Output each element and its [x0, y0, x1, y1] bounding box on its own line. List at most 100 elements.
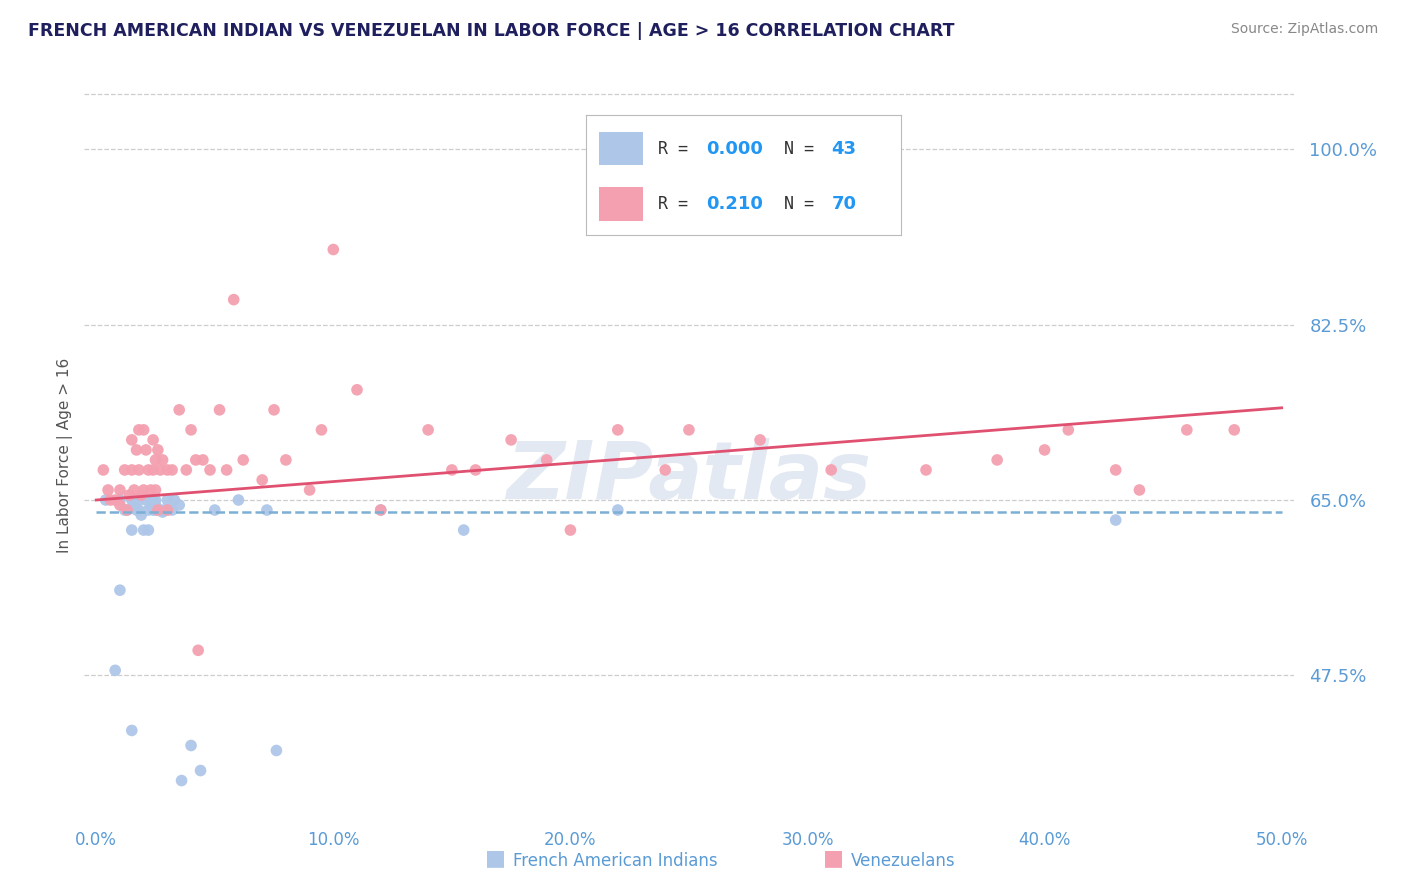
Point [128, 493, 150, 508]
Point [138, 503, 160, 517]
Text: French American Indians: French American Indians [513, 852, 718, 870]
Point [152, 453, 174, 467]
Point [156, 503, 179, 517]
Point [250, 473, 273, 487]
Point [121, 723, 143, 738]
Point [122, 498, 145, 512]
Point [91, 463, 114, 477]
Bar [599, 132, 643, 166]
Point [152, 503, 174, 517]
Point [142, 463, 165, 477]
Point [145, 483, 167, 497]
Point [1105, 513, 1128, 527]
Point [232, 453, 254, 467]
Point [128, 423, 150, 437]
Point [163, 493, 186, 508]
Text: FRENCH AMERICAN INDIAN VS VENEZUELAN IN LABOR FORCE | AGE > 16 CORRELATION CHART: FRENCH AMERICAN INDIAN VS VENEZUELAN IN … [28, 22, 955, 40]
Point [115, 503, 138, 517]
Point [215, 463, 238, 477]
Point [152, 505, 174, 519]
Point [1128, 483, 1150, 497]
Point [1105, 463, 1128, 477]
Point [606, 503, 628, 517]
Point [156, 493, 179, 508]
Point [208, 402, 231, 417]
Text: N =: N = [785, 139, 824, 158]
Point [132, 523, 155, 537]
Point [121, 523, 143, 537]
Point [108, 493, 131, 508]
Point [986, 453, 1008, 467]
Point [132, 423, 155, 437]
Point [97, 483, 120, 497]
Point [94, 493, 117, 508]
Point [114, 503, 136, 517]
Point [160, 503, 183, 517]
Point [138, 523, 160, 537]
Point [118, 488, 141, 502]
Point [606, 423, 628, 437]
Point [108, 583, 131, 598]
Point [266, 743, 288, 757]
Point [501, 433, 523, 447]
Bar [599, 187, 643, 221]
Point [145, 453, 167, 467]
Point [678, 423, 700, 437]
Point [129, 508, 152, 522]
Point [1033, 442, 1056, 457]
Point [104, 493, 127, 508]
Point [560, 523, 582, 537]
Point [100, 493, 122, 508]
Point [370, 503, 392, 517]
Point [453, 523, 475, 537]
Point [222, 293, 245, 307]
Point [125, 442, 148, 457]
Point [440, 463, 463, 477]
Point [142, 493, 165, 508]
Point [142, 433, 165, 447]
Point [139, 498, 162, 512]
Point [820, 463, 842, 477]
Text: 43: 43 [831, 139, 856, 158]
Text: ZIPatlas: ZIPatlas [506, 438, 872, 516]
Point [129, 488, 152, 502]
Point [128, 503, 150, 517]
Text: R =: R = [658, 139, 699, 158]
Point [180, 423, 202, 437]
Point [190, 764, 212, 778]
Point [108, 483, 131, 497]
Point [1175, 423, 1198, 437]
Point [170, 773, 193, 788]
Point [322, 243, 344, 257]
Text: ■: ■ [823, 848, 844, 868]
Point [138, 463, 160, 477]
Point [536, 453, 558, 467]
Text: Source: ZipAtlas.com: Source: ZipAtlas.com [1230, 22, 1378, 37]
Point [1223, 423, 1246, 437]
Point [198, 463, 221, 477]
Point [145, 493, 167, 508]
Point [156, 503, 179, 517]
Point [135, 493, 157, 508]
Point [1057, 423, 1080, 437]
Point [749, 433, 772, 447]
Point [370, 503, 392, 517]
Point [135, 442, 157, 457]
Point [228, 493, 250, 508]
Point [146, 442, 169, 457]
Point [160, 463, 183, 477]
Point [915, 463, 938, 477]
Point [180, 739, 202, 753]
Point [122, 483, 145, 497]
Point [121, 433, 143, 447]
Point [346, 383, 368, 397]
Point [204, 503, 226, 517]
Point [464, 463, 486, 477]
Point [108, 498, 131, 512]
Point [114, 463, 136, 477]
Point [176, 463, 198, 477]
Point [128, 463, 150, 477]
Point [184, 453, 207, 467]
Point [146, 503, 169, 517]
Point [167, 498, 190, 512]
